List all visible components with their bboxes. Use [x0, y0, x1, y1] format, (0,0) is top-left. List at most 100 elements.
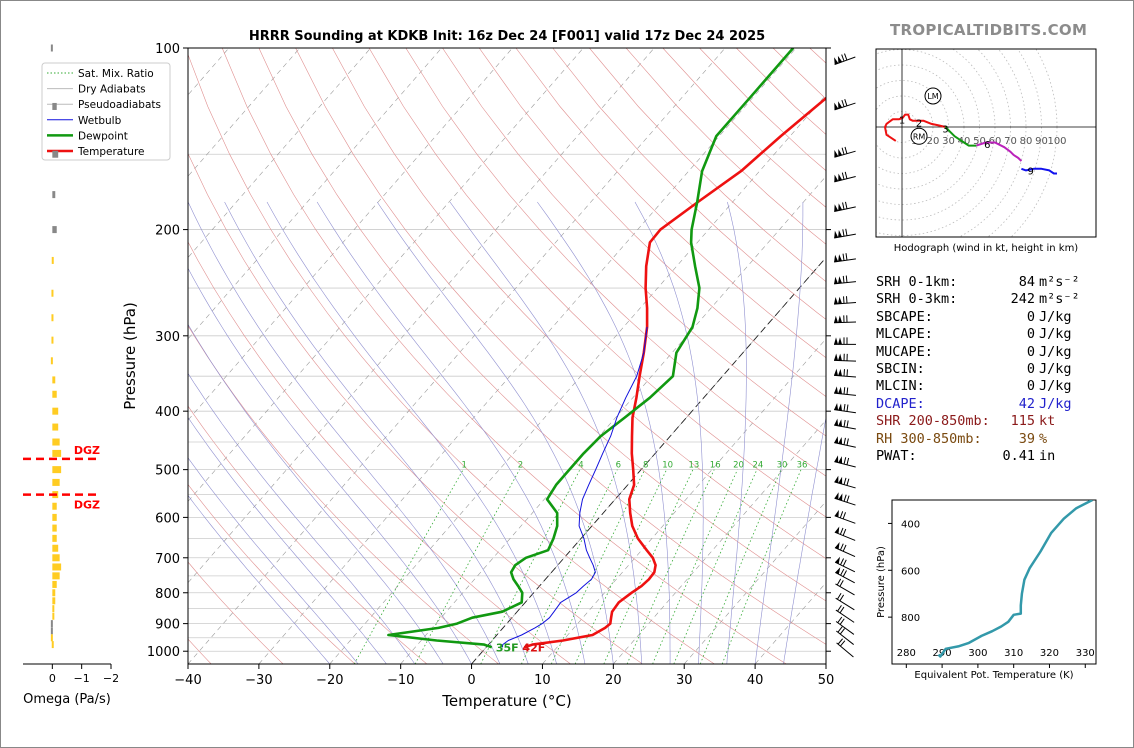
omega-bar	[52, 563, 62, 571]
barb-feather	[837, 605, 842, 612]
barb-feather	[845, 253, 848, 261]
index-label: MLCAPE:	[876, 326, 933, 343]
dgz-label: DGZ	[74, 444, 100, 457]
mixing-ratio-label: 13	[689, 461, 700, 471]
omega-bar	[52, 513, 57, 521]
barb-shaft	[834, 461, 856, 468]
index-unit: %	[1039, 430, 1048, 447]
hodo-height-label: 6	[984, 140, 990, 151]
pseudo-adiabat	[449, 201, 642, 664]
omega-bar	[52, 478, 60, 486]
barb-flag	[838, 386, 842, 394]
temperature-tick-label: −40	[174, 673, 201, 688]
index-label: MLCIN:	[876, 378, 925, 395]
barb-flag	[837, 55, 843, 64]
omega-bar	[52, 605, 55, 613]
indices-panel: SRH 0-1km: 84 m²s⁻² SRH 0-3km: 242 m²s⁻² SBC…	[876, 274, 1091, 465]
index-value: 39	[1018, 430, 1035, 447]
barb-flag	[834, 57, 839, 65]
wind-barb	[834, 403, 856, 414]
barb-flag	[834, 509, 839, 518]
theta-e-frame	[891, 499, 1097, 665]
barb-feather	[839, 527, 844, 535]
mixing-ratio-label: 24	[753, 461, 764, 471]
barb-feather	[837, 626, 843, 633]
barb-flag	[835, 556, 840, 564]
barb-feather	[841, 147, 845, 155]
omega-bar	[52, 534, 57, 542]
omega-bar	[52, 554, 60, 562]
dgz-label: DGZ	[74, 499, 100, 512]
barb-feather	[843, 477, 847, 485]
barb-shaft	[835, 583, 855, 596]
barb-flag	[834, 230, 839, 238]
omega-bar	[52, 449, 62, 457]
mixing-ratio-labels: 1 2 4 6 8 10 13 16 20 24 30 36	[461, 461, 807, 471]
omega-bar	[52, 502, 57, 510]
index-value: 0	[1026, 343, 1035, 360]
barb-flag	[834, 475, 839, 483]
hodo-ring-label: 90	[1035, 136, 1048, 147]
dry-adiabat	[188, 484, 356, 664]
pseudo-adiabat	[188, 372, 416, 664]
pressure-tick-label: 1000	[147, 645, 180, 660]
barb-flag	[838, 353, 842, 361]
temperature-ticks: −40 −30 −20 −10 0 10 20 30 40 50	[174, 664, 834, 688]
barb-flag	[834, 386, 838, 394]
theta-e-xtick-label: 330	[1076, 648, 1095, 659]
wind-barb	[833, 353, 857, 362]
barb-flag	[834, 204, 839, 212]
barb-feather	[842, 275, 845, 283]
barb-feather	[839, 606, 845, 614]
wind-barb	[834, 455, 856, 468]
barb-flag	[835, 567, 841, 575]
pseudo-adiabat	[376, 201, 614, 664]
pressure-tick-label: 200	[155, 224, 180, 239]
temperature-tick-label: 50	[818, 673, 835, 688]
dcape-row: DCAPE: 42 J/kg	[876, 396, 1091, 413]
isotherm	[188, 48, 655, 584]
isotherm	[188, 48, 513, 421]
barb-flag	[838, 476, 843, 485]
isotherm	[188, 48, 726, 664]
wind-barb	[835, 616, 855, 635]
index-value: 115	[1010, 413, 1035, 430]
hodograph-caption: Hodograph (wind in kt, height in km)	[894, 243, 1079, 254]
wind-barb	[834, 99, 856, 111]
index-unit: J/kg	[1039, 326, 1072, 343]
barb-flag	[838, 276, 842, 284]
mixing-ratio-label: 20	[733, 461, 744, 471]
theta-e-xtick-label: 320	[1040, 648, 1059, 659]
barb-feather	[839, 618, 845, 625]
index-label: MUCAPE:	[876, 343, 933, 360]
index-label: SBCIN:	[876, 360, 925, 377]
theta-e-trace-group	[937, 500, 1093, 658]
omega-bar	[50, 44, 53, 52]
hodo-ring-label: 100	[1047, 136, 1066, 147]
omega-bar	[52, 612, 55, 620]
barb-feather	[846, 404, 849, 412]
wind-barb	[834, 492, 856, 506]
index-value: 0	[1026, 378, 1035, 395]
wind-barb	[834, 436, 856, 448]
wind-barb	[836, 626, 854, 645]
dewpoint-line	[387, 48, 795, 649]
barb-feather	[837, 638, 843, 645]
profiles	[387, 48, 826, 649]
barb-shaft	[835, 609, 855, 623]
skewt-plot	[188, 48, 826, 664]
pseudo-adiabat	[224, 201, 529, 664]
sbcape-row: SBCAPE: 0 J/kg	[876, 309, 1091, 326]
barb-flag	[838, 101, 843, 109]
omega-tick-label: −1	[74, 672, 90, 685]
omega-bar	[50, 627, 53, 635]
temperature-tick-label: −10	[387, 673, 414, 688]
barb-feather	[841, 54, 845, 62]
theta-e-ytick-label: 400	[901, 519, 920, 530]
barb-flag	[838, 437, 843, 445]
index-label: SBCAPE:	[876, 308, 933, 325]
mixing-ratio-label: 1	[461, 461, 466, 471]
theta-e-xtick-label: 310	[1004, 648, 1023, 659]
